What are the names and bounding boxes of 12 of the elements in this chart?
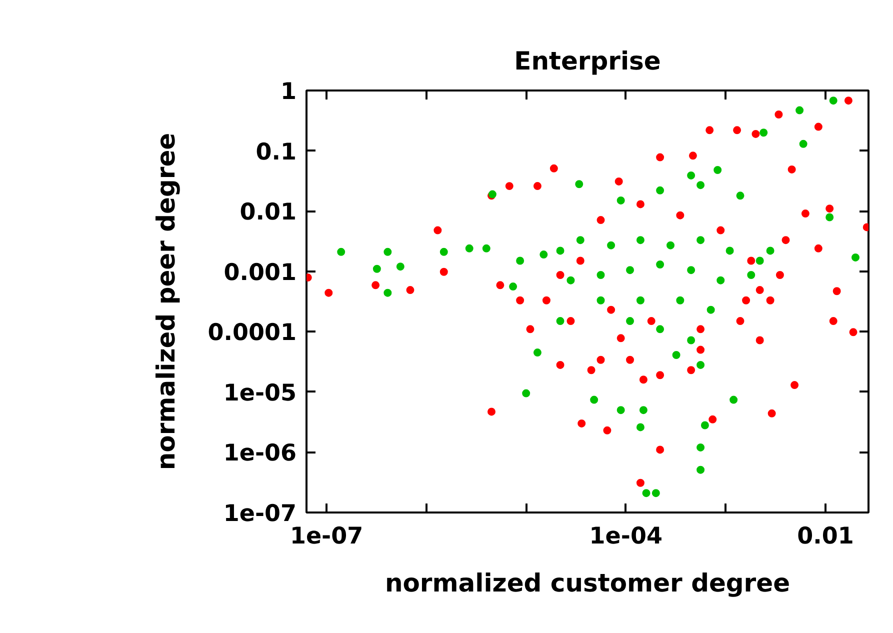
- chart-title: Enterprise: [514, 46, 661, 76]
- x-tick-label: 1e-04: [589, 524, 662, 550]
- y-tick-label: 0.1: [256, 139, 297, 166]
- y-tick-label: 1: [280, 79, 297, 105]
- y-tick-label: 0.0001: [208, 320, 297, 346]
- x-tick-label: 0.01: [797, 524, 854, 550]
- y-tick-label: 0.01: [240, 200, 296, 226]
- x-axis-title: normalized customer degree: [384, 568, 790, 598]
- y-tick-label: 1e-05: [223, 380, 296, 406]
- y-axis-title: normalized peer degree: [152, 132, 181, 470]
- y-tick-label: 1e-06: [223, 440, 296, 467]
- y-tick-label: 0.001: [224, 260, 297, 286]
